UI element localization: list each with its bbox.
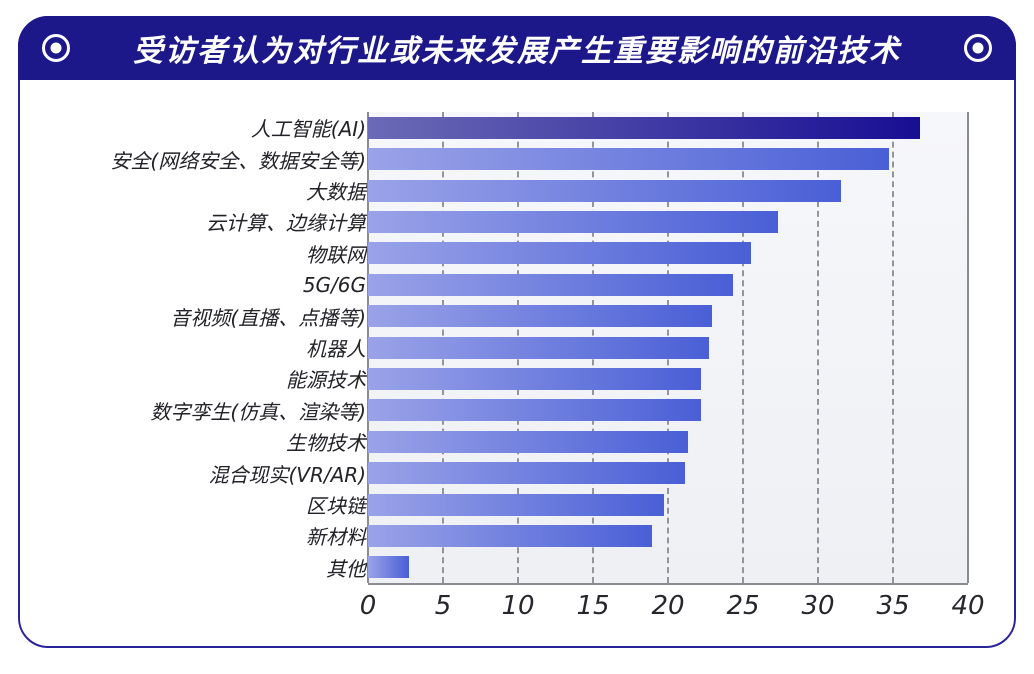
category-label: 能源技术: [286, 368, 366, 393]
bar-row: [368, 238, 968, 269]
chart-card: 受访者认为对行业或未来发展产生重要影响的前沿技术 人工智能(AI) 安全(网络安全…: [18, 16, 1016, 648]
bar-rows: [368, 112, 968, 583]
bar: [368, 148, 889, 171]
bar: [368, 116, 920, 139]
bar: [368, 493, 664, 516]
category-label: 数字孪生(仿真、渲染等): [150, 399, 366, 424]
bar: [368, 524, 652, 547]
category-label: 区块链: [306, 494, 366, 519]
bar: [368, 367, 701, 390]
category-label: 安全(网络安全、数据安全等): [110, 148, 366, 173]
bar-row: [368, 269, 968, 300]
gridline: [742, 112, 744, 583]
bar-row: [368, 143, 968, 174]
bar-row: [368, 112, 968, 143]
bar-row: [368, 457, 968, 488]
bar: [368, 399, 701, 422]
category-label: 云计算、边缘计算: [206, 211, 366, 236]
bar: [368, 210, 778, 233]
bar-row: [368, 300, 968, 331]
category-labels: 人工智能(AI) 安全(网络安全、数据安全等) 大数据云计算、边缘计算物联网 5G/6…: [40, 112, 366, 583]
gridline: [892, 112, 894, 583]
x-tick-label: 5: [434, 591, 452, 621]
gridline: [967, 112, 969, 583]
bar: [368, 242, 751, 265]
bar-row: [368, 363, 968, 394]
category-label: 音视频(直播、点播等): [170, 305, 366, 330]
x-tick-label: 25: [726, 591, 760, 621]
bar: [368, 179, 841, 202]
gridline: [817, 112, 819, 583]
x-tick-label: 40: [951, 591, 985, 621]
category-label: 5G/6G: [302, 272, 366, 297]
bar: [368, 556, 409, 579]
x-tick-label: 20: [651, 591, 685, 621]
x-tick-label: 10: [501, 591, 535, 621]
bar-row: [368, 175, 968, 206]
bar: [368, 273, 733, 296]
bar: [368, 462, 685, 485]
category-label: 机器人: [306, 337, 366, 362]
chart-header: 受访者认为对行业或未来发展产生重要影响的前沿技术: [18, 16, 1016, 80]
bar-row: [368, 489, 968, 520]
category-label: 新材料: [306, 525, 366, 550]
x-axis-ticks: 0 5 10 15 20 25 30 35 40: [360, 591, 985, 627]
x-tick-label: 30: [801, 591, 835, 621]
bar-row: [368, 426, 968, 457]
bar: [368, 336, 709, 359]
category-label: 混合现实(VR/AR): [208, 462, 367, 487]
plot-area: [367, 112, 969, 585]
category-label: 大数据: [306, 180, 366, 205]
category-label: 生物技术: [286, 431, 366, 456]
target-icon: [42, 34, 70, 62]
bar-row: [368, 520, 968, 551]
x-tick-label: 35: [876, 591, 910, 621]
category-label: 物联网: [306, 242, 366, 267]
page-title: 受访者认为对行业或未来发展产生重要影响的前沿技术: [133, 34, 901, 69]
target-icon: [964, 34, 992, 62]
x-tick-label: 0: [359, 591, 377, 621]
x-tick-label: 15: [576, 591, 610, 621]
bar-row: [368, 332, 968, 363]
bar: [368, 305, 712, 328]
category-label: 其他: [326, 556, 366, 581]
bar-row: [368, 206, 968, 237]
bar-row: [368, 395, 968, 426]
category-label: 人工智能(AI): [250, 117, 366, 142]
bar-row: [368, 552, 968, 583]
bar: [368, 430, 688, 453]
